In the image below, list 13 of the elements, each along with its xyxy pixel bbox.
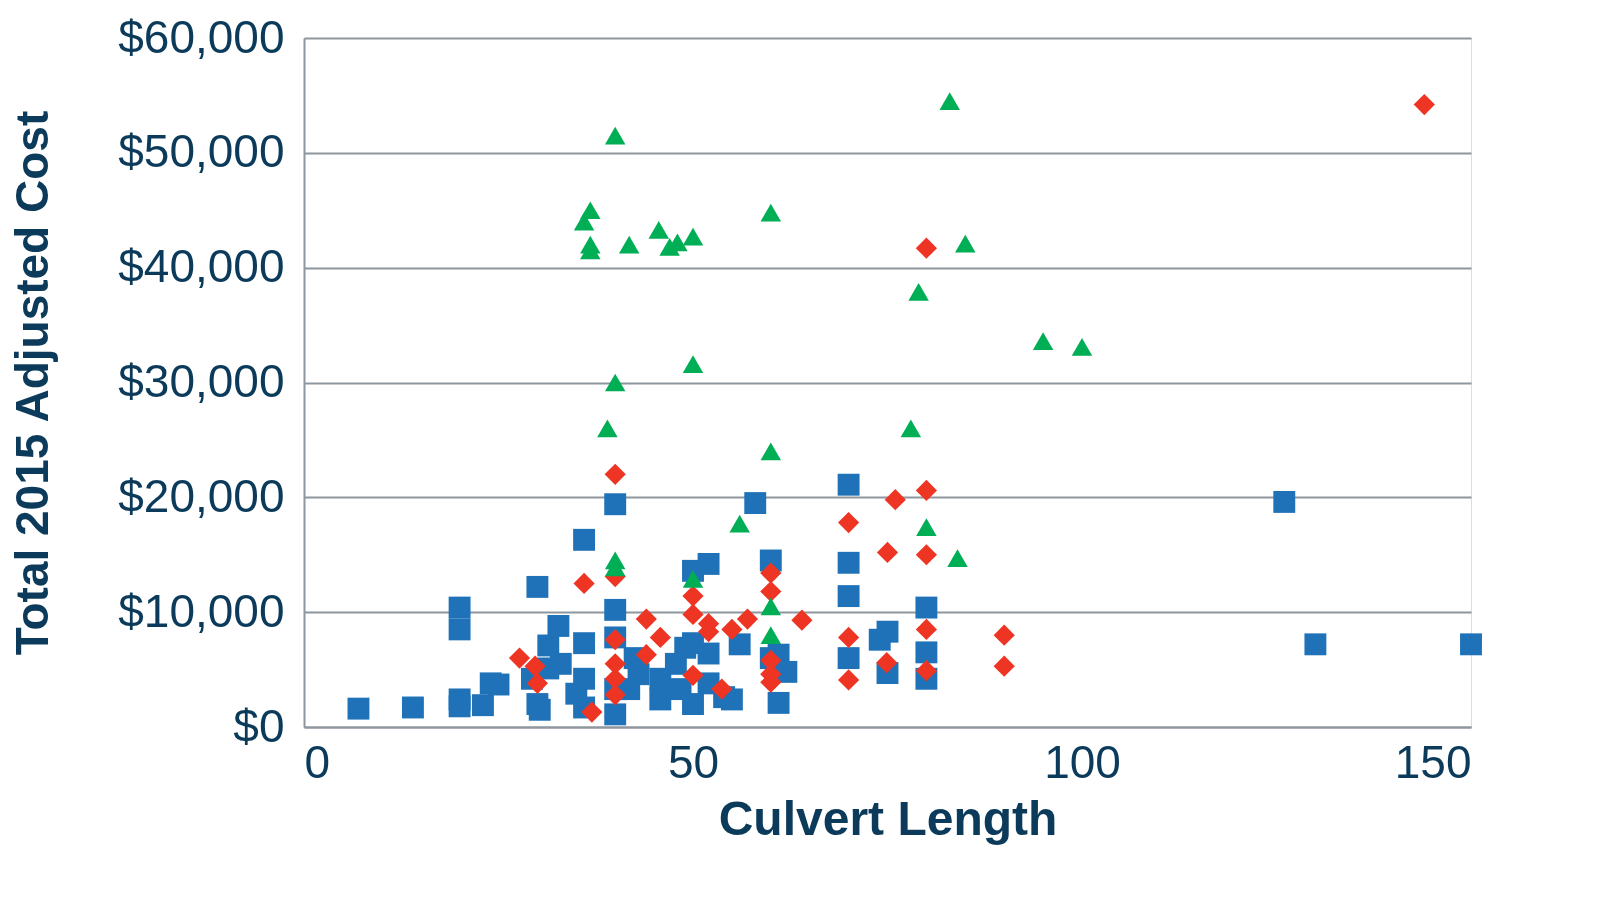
y-tick-label: $50,000 [118,125,285,178]
y-tick-label: $10,000 [118,584,285,637]
x-tick-label: 100 [1044,735,1121,788]
x-tick-label: 150 [1394,735,1472,788]
x-tick-label: 50 [667,735,720,788]
y-tick-label: $40,000 [118,240,285,293]
y-tick-label: $0 [233,699,285,752]
y-tick-label: $60,000 [118,10,285,63]
x-axis-title: Culvert Length [718,791,1058,845]
y-tick-label: $30,000 [118,355,285,407]
x-tick-label: 0 [304,735,331,788]
y-tick-label: $20,000 [118,469,285,522]
y-axis-title: Total 2015 Adjusted Cost [6,110,59,656]
